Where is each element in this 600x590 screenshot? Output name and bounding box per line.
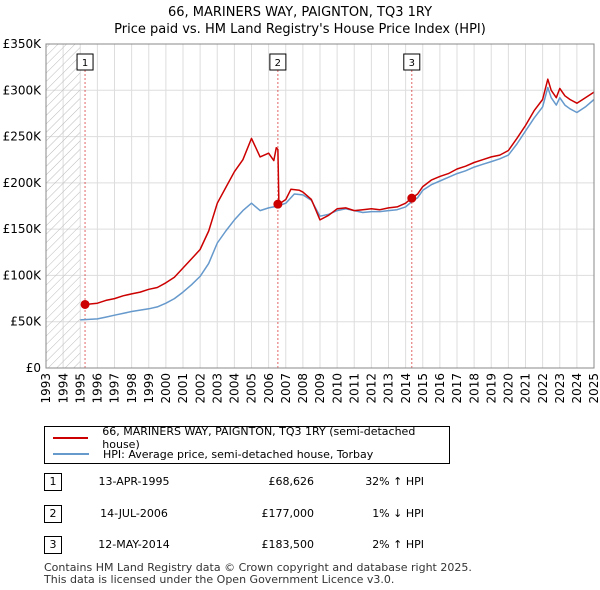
transaction-number: 2	[44, 505, 62, 523]
y-tick-label: £250K	[3, 130, 43, 144]
x-tick-label: 2011	[347, 373, 361, 404]
x-tick-label: 2017	[450, 373, 464, 404]
x-tick-label: 2002	[193, 373, 207, 404]
y-tick-label: £300K	[3, 83, 43, 97]
transaction-price: £177,000	[261, 507, 315, 520]
x-tick-label: 2013	[382, 373, 396, 404]
sale-marker-box	[269, 53, 287, 71]
x-tick-label: 1999	[142, 373, 156, 404]
x-tick-label: 2010	[330, 373, 344, 404]
x-tick-label: 2001	[176, 373, 190, 404]
x-tick-label: 2003	[210, 373, 224, 404]
x-tick-label: 1997	[108, 373, 122, 404]
transaction-hpi: 32% ↑ HPI	[365, 475, 424, 488]
hatched-region	[46, 44, 81, 368]
x-tick-label: 2012	[365, 373, 379, 404]
transaction-number: 1	[44, 473, 62, 491]
transaction-date: 14-JUL-2006	[100, 507, 168, 520]
footer-licence: This data is licensed under the Open Gov…	[44, 573, 395, 586]
x-tick-label: 2021	[519, 373, 533, 404]
x-tick-label: 2014	[399, 373, 413, 404]
legend: 66, MARINERS WAY, PAIGNTON, TQ3 1RY (sem…	[44, 425, 450, 464]
x-tick-label: 1993	[39, 373, 53, 404]
legend-item-property: 66, MARINERS WAY, PAIGNTON, TQ3 1RY (sem…	[53, 425, 449, 451]
x-tick-label: 2006	[262, 373, 276, 404]
legend-swatch-red	[53, 437, 89, 439]
legend-label-hpi: HPI: Average price, semi-detached house,…	[103, 447, 374, 461]
transaction-hpi: 1% ↓ HPI	[372, 507, 424, 520]
y-tick-label: £0	[26, 361, 41, 375]
transaction-price: £68,626	[268, 475, 315, 488]
price-chart: 1 2 3 £0 £50K £100K £150K £200K £250K £300K £350K…	[3, 37, 600, 404]
transaction-hpi: 2% ↑ HPI	[372, 538, 424, 551]
x-tick-label: 2019	[484, 373, 498, 404]
transaction-date: 12-MAY-2014	[98, 538, 170, 551]
x-tick-label: 2004	[228, 373, 242, 404]
y-tick-label: £200K	[3, 176, 43, 190]
x-tick-label: 2015	[416, 373, 430, 404]
x-tick-label: 2024	[570, 373, 584, 404]
x-tick-label: 1994	[56, 373, 70, 404]
sale-marker-label: 3	[409, 58, 415, 69]
x-tick-label: 2023	[553, 373, 567, 404]
transaction-number: 3	[44, 536, 62, 554]
x-tick-label: 1998	[125, 373, 139, 404]
chart-title: 66, MARINERS WAY, PAIGNTON, TQ3 1RY	[167, 5, 433, 20]
sale-marker-box	[76, 53, 94, 71]
chart-subtitle: Price paid vs. HM Land Registry's House …	[114, 22, 486, 37]
x-tick-label: 2000	[159, 373, 173, 404]
sale-point	[273, 199, 283, 209]
x-tick-label: 2008	[296, 373, 310, 404]
sale-marker-label: 2	[275, 58, 281, 69]
y-tick-label: £50K	[10, 315, 42, 329]
sale-marker-box	[403, 53, 421, 71]
x-tick-label: 2020	[502, 373, 516, 404]
legend-item-hpi: HPI: Average price, semi-detached house,…	[53, 446, 373, 462]
footer-copyright: Contains HM Land Registry data © Crown c…	[44, 561, 472, 574]
sale-point	[80, 299, 90, 309]
x-tick-label: 2009	[313, 373, 327, 404]
transaction-date: 13-APR-1995	[98, 475, 170, 488]
sale-point	[407, 193, 417, 203]
y-tick-label: £150K	[3, 222, 43, 236]
x-tick-label: 2018	[467, 373, 481, 404]
x-tick-label: 2005	[245, 373, 259, 404]
x-tick-label: 2007	[279, 373, 293, 404]
sale-marker-label: 1	[82, 58, 88, 69]
legend-label-property: 66, MARINERS WAY, PAIGNTON, TQ3 1RY (sem…	[102, 425, 416, 451]
x-tick-label: 1995	[73, 373, 87, 404]
property-series-line	[84, 78, 595, 306]
y-tick-label: £100K	[3, 268, 43, 282]
transaction-price: £183,500	[261, 538, 315, 551]
legend-swatch-blue	[53, 453, 89, 455]
x-tick-label: 2016	[433, 373, 447, 404]
y-tick-label: £350K	[3, 37, 43, 51]
x-tick-label: 2025	[587, 373, 600, 404]
x-tick-label: 2022	[536, 373, 550, 404]
plot-frame	[45, 43, 595, 369]
x-tick-label: 1996	[91, 373, 105, 404]
